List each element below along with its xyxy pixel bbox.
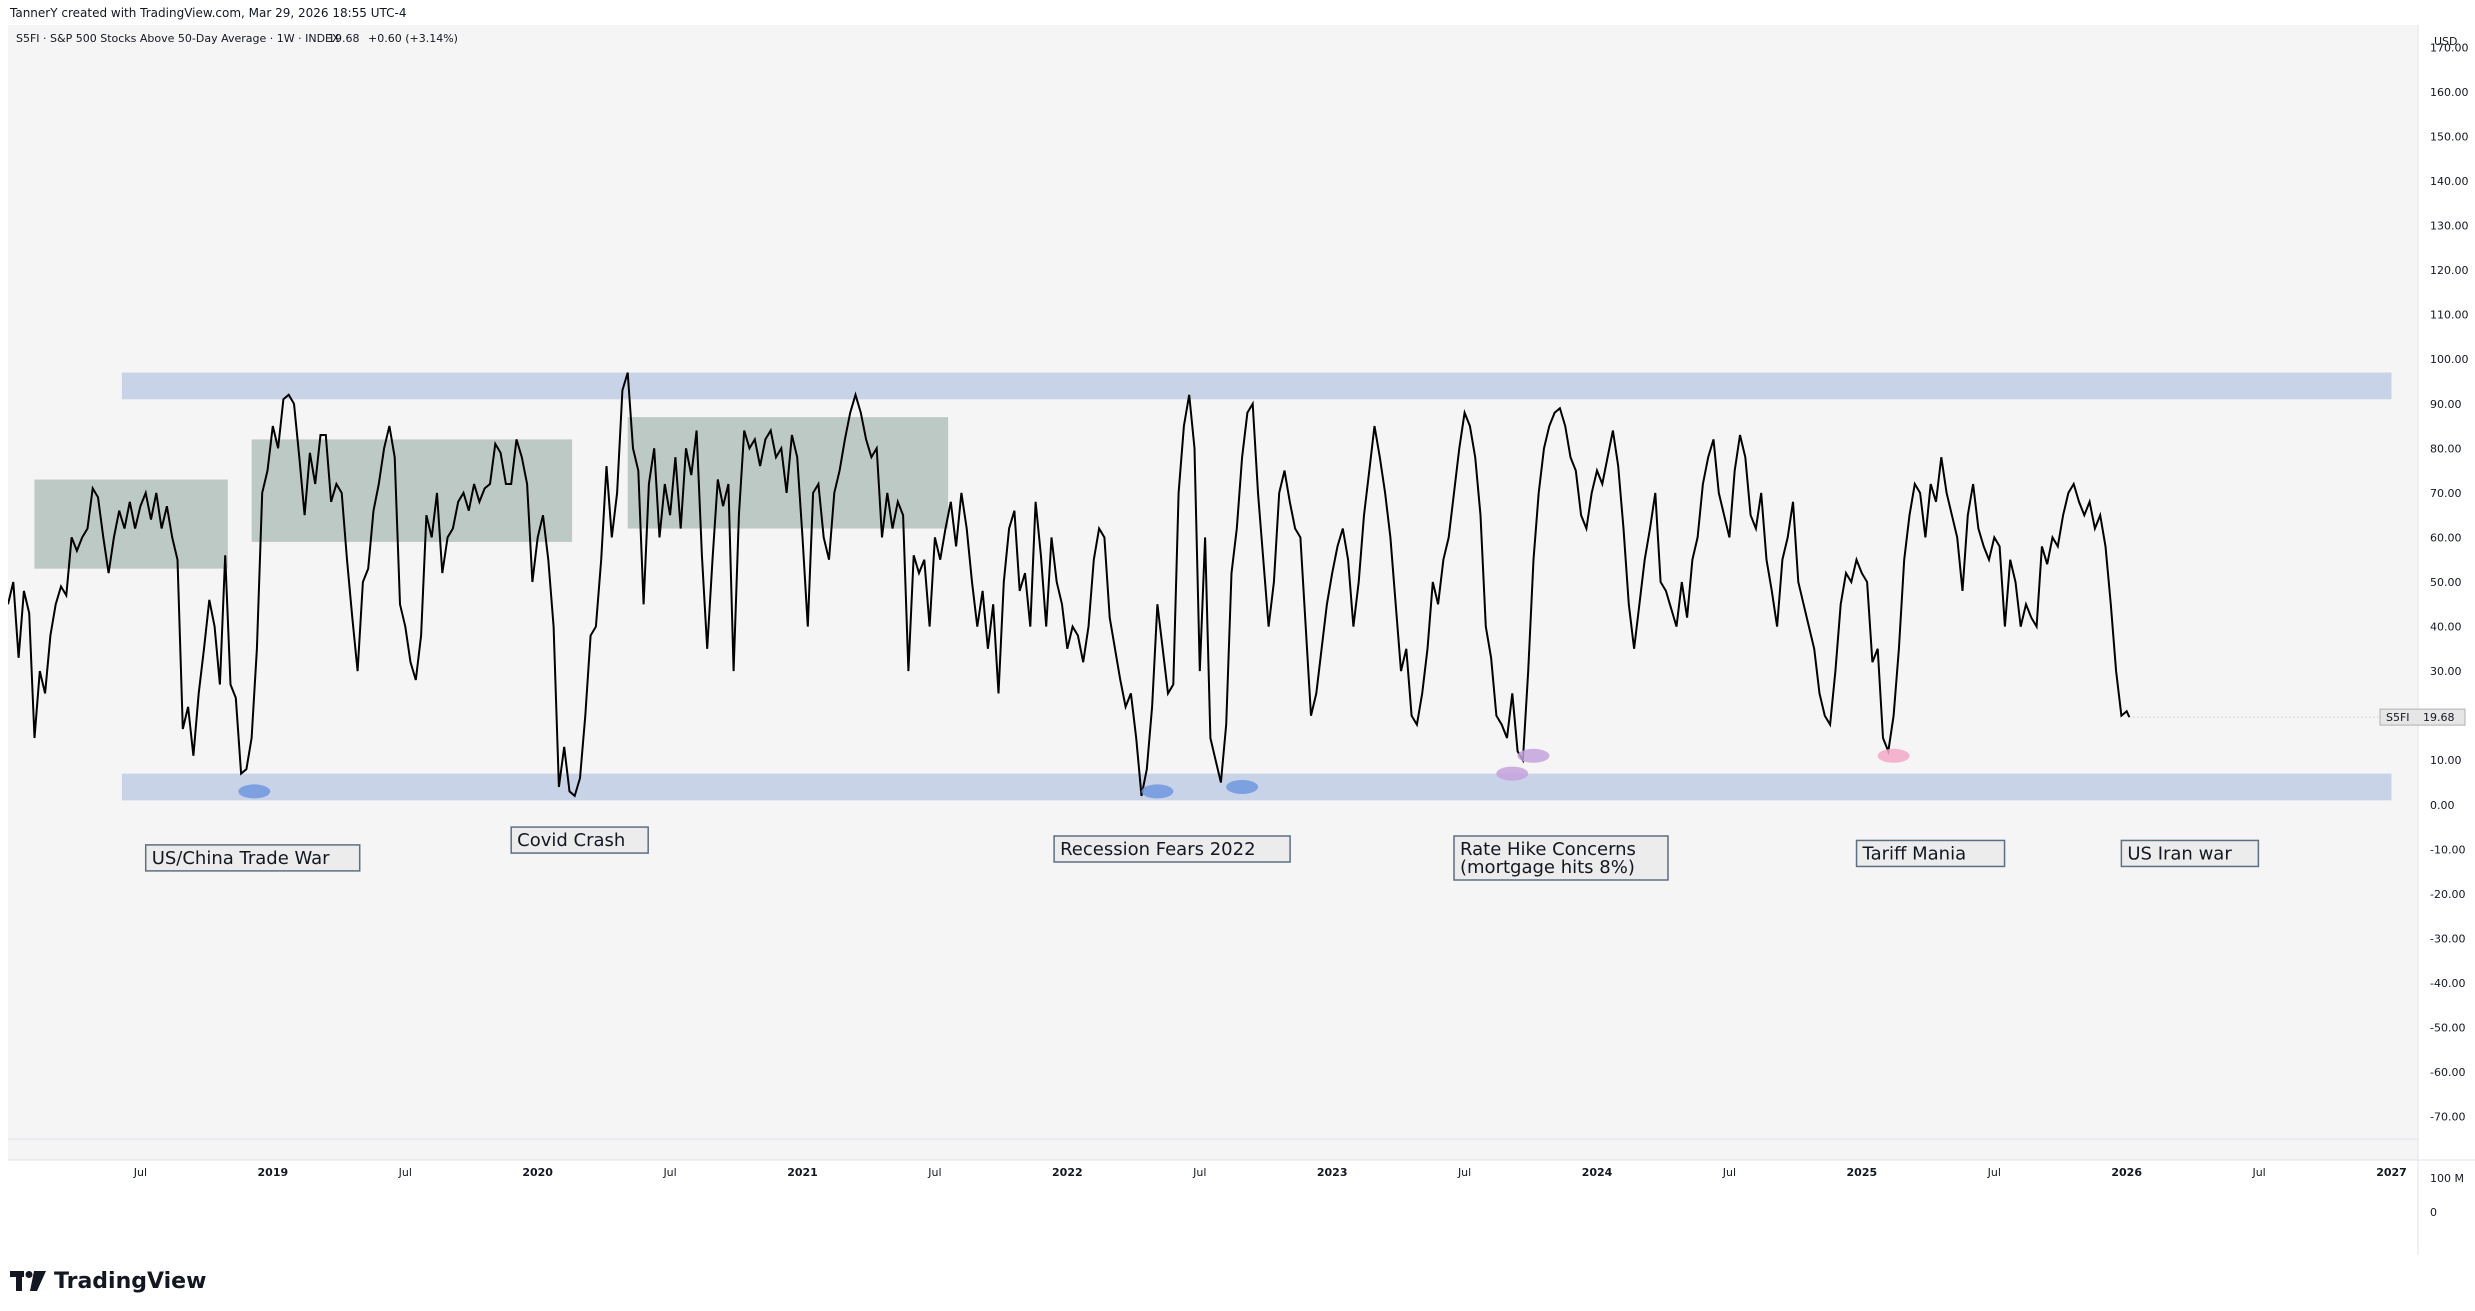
time-axis-ticks: Jul 2019 Jul 2020 Jul 2021 Jul 2022 Jul 2023 Jul 20… [133, 1166, 2407, 1179]
x-tick-label: 2027 [2376, 1166, 2407, 1179]
x-tick-label: Jul [1722, 1166, 1736, 1179]
annotation-label: US/China Trade War [144, 844, 361, 872]
legend-title: S5FI · S&P 500 Stocks Above 50-Day Avera… [16, 32, 340, 45]
blue-marker [1141, 784, 1174, 799]
volume-axis-top: 100 M [2430, 1172, 2464, 1185]
annotation-label: Rate Hike Concerns(mortgage hits 8%) [1453, 835, 1669, 881]
y-tick-label: 10.00 [2430, 754, 2462, 767]
y-tick-label: 170.00 [2430, 41, 2469, 54]
y-tick-label: 120.00 [2430, 264, 2469, 277]
annotation-text: Covid Crash [517, 830, 625, 851]
markers-layer [238, 748, 1910, 799]
y-tick-label: 100.00 [2430, 353, 2469, 366]
legend-value: 19.68 [328, 32, 360, 45]
x-tick-label: 2019 [258, 1166, 289, 1179]
x-tick-label: Jul [1192, 1166, 1206, 1179]
price-axis-ticks: 170.00 160.00 150.00 140.00 130.00 120.00 110.… [2430, 41, 2469, 1123]
legend-change: +0.60 (+3.14%) [368, 32, 458, 45]
x-tick-label: Jul [1987, 1166, 2001, 1179]
annotation-label: Tariff Mania [1855, 839, 2006, 868]
annotation-box [1053, 835, 1291, 863]
annotation-box [2120, 839, 2260, 868]
header-credit: TannerY created with TradingView.com, Ma… [10, 6, 407, 20]
plot-background [8, 25, 2418, 1160]
annotation-box [1453, 835, 1669, 881]
chart-frame[interactable]: US/China Trade War Covid Crash Recession F… [8, 25, 2475, 1255]
annotation-text: US/China Trade War [152, 848, 330, 869]
y-tick-label: -30.00 [2430, 932, 2465, 945]
x-tick-label: 2023 [1317, 1166, 1348, 1179]
y-tick-label: 140.00 [2430, 175, 2469, 188]
y-tick-label: -40.00 [2430, 977, 2465, 990]
chart-svg[interactable]: US/China Trade War Covid Crash Recession F… [8, 25, 2475, 1255]
y-tick-label: 30.00 [2430, 665, 2462, 678]
purple-marker [1496, 766, 1529, 781]
annotation-box [510, 826, 649, 854]
y-tick-label: -50.00 [2430, 1022, 2465, 1035]
blue-marker [238, 784, 271, 799]
y-tick-label: 150.00 [2430, 130, 2469, 143]
last-price-value: 19.68 [2423, 711, 2455, 724]
support-resistance-band [121, 372, 2392, 400]
last-price-symbol: S5FI [2386, 711, 2410, 724]
x-tick-label: 2024 [1582, 1166, 1613, 1179]
annotation-text: US Iran war [2127, 843, 2232, 864]
consolidation-box [251, 439, 573, 542]
y-tick-label: -70.00 [2430, 1111, 2465, 1124]
x-tick-label: 2025 [1847, 1166, 1878, 1179]
last-price-marker: S5FI 19.68 [2379, 708, 2466, 726]
annotation-text: Recession Fears 2022 [1060, 839, 1255, 860]
y-tick-label: 90.00 [2430, 398, 2462, 411]
y-tick-label: 80.00 [2430, 442, 2462, 455]
consolidation-box [34, 479, 228, 569]
tradingview-logo-icon [10, 1271, 46, 1291]
purple-marker [1517, 748, 1550, 763]
x-tick-label: Jul [1457, 1166, 1471, 1179]
annotation-text: Rate Hike Concerns [1460, 839, 1636, 860]
x-tick-label: Jul [927, 1166, 941, 1179]
pink-marker [1877, 748, 1910, 763]
y-tick-label: 110.00 [2430, 309, 2469, 322]
x-tick-label: Jul [398, 1166, 412, 1179]
series-line[interactable] [8, 372, 2131, 798]
y-tick-label: 130.00 [2430, 220, 2469, 233]
annotation-label: US Iran war [2120, 839, 2260, 868]
annotation-box [144, 844, 361, 872]
annotation-label: Recession Fears 2022 [1053, 835, 1291, 863]
currency-label: USD [2434, 35, 2458, 48]
y-tick-label: -20.00 [2430, 888, 2465, 901]
annotation-text: (mortgage hits 8%) [1460, 857, 1635, 878]
y-tick-label: 160.00 [2430, 86, 2469, 99]
annotations-layer: US/China Trade War Covid Crash Recession F… [144, 826, 2260, 881]
x-tick-label: 2020 [522, 1166, 553, 1179]
x-tick-label: Jul [133, 1166, 147, 1179]
brand-name: TradingView [54, 1268, 207, 1294]
annotation-label: Covid Crash [510, 826, 649, 854]
y-tick-label: 40.00 [2430, 621, 2462, 634]
y-tick-label: 60.00 [2430, 531, 2462, 544]
x-tick-label: 2021 [787, 1166, 818, 1179]
x-tick-label: 2026 [2111, 1166, 2142, 1179]
annotation-box [1855, 839, 2006, 868]
y-tick-label: 0.00 [2430, 799, 2455, 812]
blue-marker [1226, 779, 1259, 794]
tradingview-brand[interactable]: TradingView [10, 1266, 206, 1296]
x-tick-label: 2022 [1052, 1166, 1083, 1179]
y-tick-label: 70.00 [2430, 487, 2462, 500]
y-tick-label: -60.00 [2430, 1066, 2465, 1079]
y-tick-label: 50.00 [2430, 576, 2462, 589]
annotation-text: Tariff Mania [1862, 843, 1967, 864]
x-tick-label: Jul [662, 1166, 676, 1179]
x-tick-label: Jul [2251, 1166, 2265, 1179]
y-tick-label: -10.00 [2430, 843, 2465, 856]
volume-axis-bottom: 0 [2430, 1206, 2437, 1219]
